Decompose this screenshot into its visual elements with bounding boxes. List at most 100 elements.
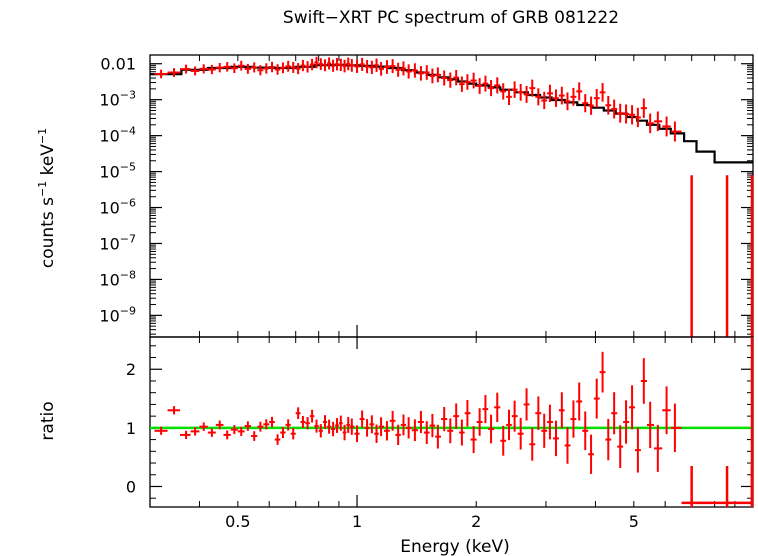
spectrum-data-point [364,60,370,74]
spectrum-data-point [274,64,281,75]
spectrum-data-point [230,63,238,74]
spectrum-data-point [611,99,618,119]
spectrum-data-point [564,92,571,111]
spectrum-data-point [342,59,347,73]
ratio-frame [149,336,754,508]
spectrum-data-point [322,59,328,72]
spectrum-data-point [459,76,465,92]
spectrum-data-point [154,69,168,79]
ratio-data-point [223,430,231,440]
spectrum-data-point [623,104,630,124]
ratio-data-point [464,399,471,427]
spectrum-data-point [654,111,663,132]
ratio-data-point [154,426,168,435]
spectrum-data-point [237,60,245,71]
ratio-data-point [558,392,565,429]
spectrum-data-point [290,61,296,73]
spectrum-data-point [318,58,323,70]
spectrum-data-point [582,94,589,113]
spectrum-data-point [570,87,577,106]
spectrum-data-point [506,88,512,106]
ratio-data-point [374,424,379,443]
ratio-data-point [406,417,412,439]
spectrum-data-point [338,58,343,72]
x-tick-label: 0.5 [225,512,250,531]
spectrum-data-point [309,58,315,71]
ratio-y-tick-label: 0 [126,477,136,496]
ratio-data-point [564,427,571,464]
ratio-data-point [190,427,200,436]
ratio-data-point [529,427,536,461]
ratio-data-point [494,392,501,422]
ratio-data-point [488,414,495,444]
ratio-data-point [167,406,181,415]
ratio-data-point [395,424,401,446]
top-y-tick-label: 10−3 [99,89,136,110]
ratio-data-point [199,422,208,431]
spectrum-data-point [417,66,424,81]
ratio-data-point [215,420,224,430]
spectrum-data-point [488,80,495,97]
ratio-data-point [605,418,612,461]
ratio-data-point [314,419,319,433]
spectrum-data-point [331,59,336,72]
ratio-data-point [647,401,655,449]
spectrum-panel: 0.01 10−3 10−4 10−5 10−6 10−7 10−8 10−9 [99,54,754,338]
spectrum-data-point [369,60,375,75]
spectrum-data-point [523,85,530,103]
ratio-data-point [280,427,286,438]
spectrum-data-point [429,68,436,84]
ratio-y-axis-label: ratio [38,401,58,440]
ratio-data-point [237,426,245,437]
ratio-data-point [582,411,589,451]
ratio-data-point [429,413,436,438]
ratio-data-point [593,378,600,419]
ratio-data-point [654,424,663,472]
ratio-data-point [470,426,477,454]
x-tick-label: 2 [471,512,481,531]
ratio-data-point [350,418,355,435]
ratio-data-point [482,395,489,424]
spectrum-data-point [629,105,635,125]
spectrum-data-point [384,60,390,74]
spectrum-data-point [588,96,594,115]
spectrum-data-point [647,113,655,134]
top-y-tick-label: 10−8 [99,268,136,289]
top-y-axis-label-exp2: −1 [36,128,49,144]
ratio-data-point [269,416,275,428]
ratio-data-point [300,415,306,429]
spectrum-data-point [529,79,536,97]
ratio-data-point [617,425,624,468]
spectrum-data-point [494,77,501,94]
spectrum-data-point [535,88,542,106]
spectrum-data-point [552,89,559,107]
ratio-data-point [207,428,216,437]
spectrum-data-point [558,86,565,105]
top-y-tick-label: 10−9 [99,304,136,325]
spectrum-data-point [251,62,258,73]
ratio-data-point [476,408,483,436]
spectrum-data-point [215,62,224,73]
spectrum-data-point [640,98,648,118]
ratio-data-point [417,410,424,434]
spectrum-data-point [350,58,355,72]
spectrum-data-point [400,61,407,76]
spectrum-data-point [441,70,448,86]
ratio-data-point [629,385,635,430]
spectrum-data-point [634,107,641,128]
ratio-data-point [400,414,407,436]
ratio-data-point [274,434,281,445]
ratio-data-point [506,409,512,441]
ratio-data-point [257,421,264,432]
spectrum-data-point [257,65,264,76]
ratio-data-point [611,392,618,435]
ratio-data-point [535,396,542,430]
ratio-data-point [369,415,375,434]
spectrum-data-point [447,72,454,88]
ratio-data-point [290,428,296,440]
ratio-data-point [640,358,648,404]
spectrum-data-point [244,63,252,74]
spectrum-data-point [593,88,600,108]
ratio-data-point [435,424,442,449]
